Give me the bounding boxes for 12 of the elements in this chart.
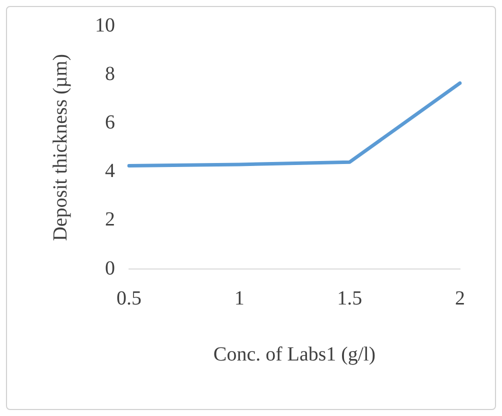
y-axis-title: Deposit thickness (µm) (49, 54, 72, 242)
y-tick-label: 8 (105, 62, 115, 85)
y-tick-label: 0 (105, 257, 115, 280)
y-tick-label: 10 (95, 14, 115, 36)
x-tick-label: 0.5 (116, 287, 142, 310)
y-tick-label: 4 (105, 160, 115, 182)
x-tick-label: 2 (455, 287, 465, 310)
x-tick-label: 1.5 (337, 287, 362, 310)
y-tick-label: 6 (105, 111, 115, 134)
x-axis-title: Conc. of Labs1 (g/l) (213, 343, 376, 366)
y-tick-label: 2 (105, 208, 115, 231)
x-tick-label: 1 (234, 287, 244, 310)
